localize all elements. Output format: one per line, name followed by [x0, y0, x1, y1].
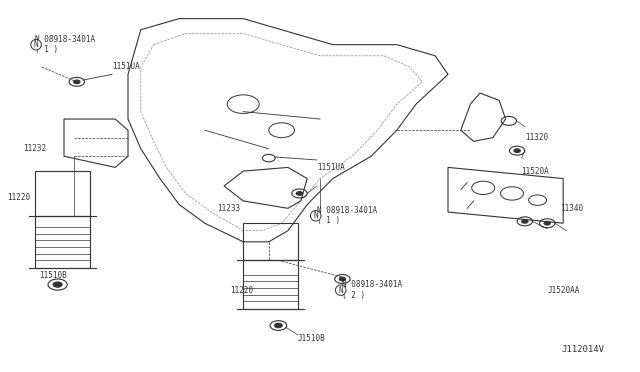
Text: J1520AA: J1520AA — [547, 286, 580, 295]
Text: N 08918-3401A
( 1 ): N 08918-3401A ( 1 ) — [35, 35, 95, 54]
Circle shape — [53, 282, 62, 287]
Text: 11340: 11340 — [560, 204, 583, 213]
Circle shape — [275, 323, 282, 328]
Circle shape — [74, 80, 80, 84]
Text: J112014V: J112014V — [562, 345, 605, 354]
Text: N: N — [314, 211, 318, 220]
Text: 11220: 11220 — [230, 286, 253, 295]
Bar — [243, 260, 298, 309]
Text: 11232: 11232 — [23, 144, 46, 153]
Text: N: N — [34, 40, 38, 49]
Bar — [35, 216, 90, 268]
Text: 11520A: 11520A — [522, 167, 549, 176]
Text: 11320: 11320 — [525, 133, 548, 142]
Circle shape — [296, 192, 303, 195]
Text: J1510B: J1510B — [298, 334, 325, 343]
Text: N: N — [339, 286, 343, 295]
Text: 11510B: 11510B — [40, 271, 67, 280]
Circle shape — [522, 219, 528, 223]
Text: N 08918-3401A
( 2 ): N 08918-3401A ( 2 ) — [342, 280, 403, 300]
Bar — [35, 171, 90, 216]
Bar — [243, 223, 298, 260]
Text: 11233: 11233 — [217, 204, 240, 213]
Circle shape — [544, 221, 550, 225]
Circle shape — [514, 149, 520, 153]
Text: 1151UA: 1151UA — [112, 62, 140, 71]
Text: 11220: 11220 — [8, 193, 31, 202]
Text: N 08918-3401A
( 1 ): N 08918-3401A ( 1 ) — [317, 206, 377, 225]
Text: 1151UA: 1151UA — [317, 163, 344, 172]
Circle shape — [339, 277, 346, 281]
